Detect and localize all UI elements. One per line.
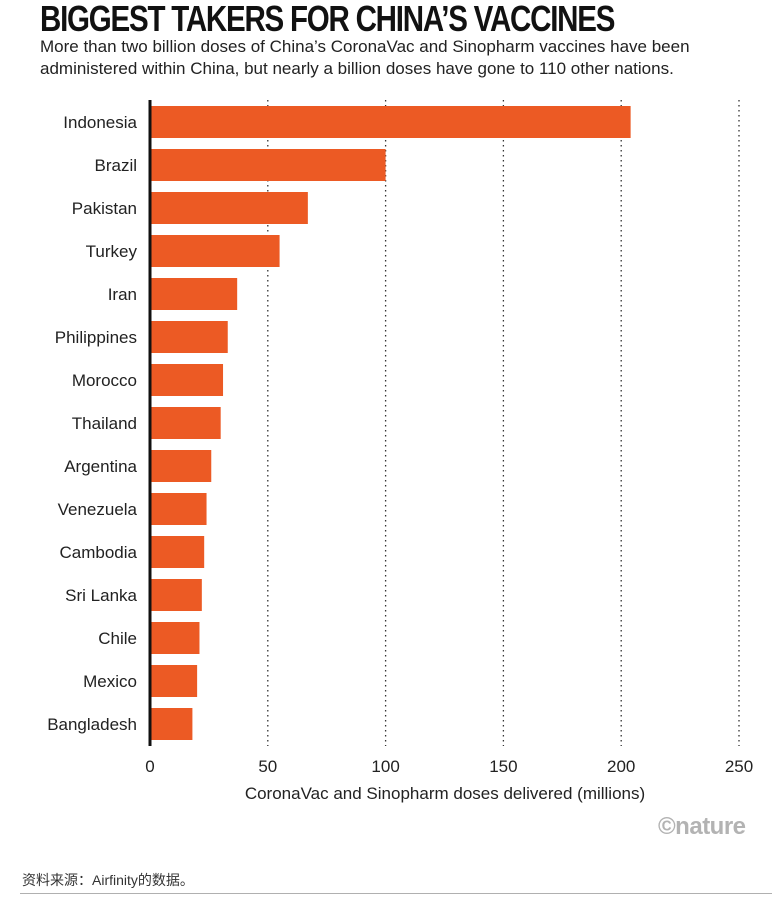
bar-venezuela — [150, 493, 207, 525]
category-label: Argentina — [64, 457, 137, 476]
x-tick-labels: 0 50 100 150 200 250 — [145, 757, 753, 776]
category-label: Venezuela — [58, 500, 138, 519]
chart-subtitle: More than two billion doses of China’s C… — [40, 37, 690, 78]
bar-morocco — [150, 364, 224, 396]
source-note: 资料来源：Airfinity的数据。 — [22, 872, 194, 888]
category-label: Iran — [108, 285, 137, 304]
category-label: Sri Lanka — [65, 586, 137, 605]
nature-logo: ©nature — [658, 813, 746, 840]
footer-divider — [20, 893, 772, 894]
category-label: Philippines — [55, 328, 137, 347]
category-label: Cambodia — [60, 543, 138, 562]
bars — [150, 106, 631, 740]
category-label: Morocco — [72, 371, 137, 390]
chart-title: BIGGEST TAKERS FOR CHINA’S VACCINES — [40, 0, 615, 39]
x-tick-label: 200 — [607, 757, 635, 776]
bar-turkey — [150, 235, 280, 267]
category-label: Chile — [98, 629, 137, 648]
x-tick-label: 250 — [725, 757, 753, 776]
bar-argentina — [150, 450, 212, 482]
x-tick-label: 0 — [145, 757, 154, 776]
category-label: Thailand — [72, 414, 137, 433]
category-label: Pakistan — [72, 199, 137, 218]
category-label: Brazil — [94, 156, 137, 175]
grid-lines — [267, 100, 740, 746]
category-label: Indonesia — [63, 113, 137, 132]
bar-iran — [150, 278, 238, 310]
bar-mexico — [150, 665, 198, 697]
x-tick-label: 100 — [371, 757, 399, 776]
bar-pakistan — [150, 192, 308, 224]
bar-sri-lanka — [150, 579, 202, 611]
category-label: Bangladesh — [47, 715, 137, 734]
x-tick-label: 50 — [258, 757, 277, 776]
category-label: Turkey — [86, 242, 138, 261]
bar-brazil — [150, 149, 386, 181]
bar-bangladesh — [150, 708, 193, 740]
bar-chile — [150, 622, 200, 654]
bar-chart: Indonesia Brazil Pakistan Turkey Iran Philipp… — [47, 100, 753, 803]
category-label: Mexico — [83, 672, 137, 691]
category-labels: Indonesia Brazil Pakistan Turkey Iran Philipp… — [47, 113, 137, 734]
x-tick-label: 150 — [489, 757, 517, 776]
bar-cambodia — [150, 536, 205, 568]
bar-thailand — [150, 407, 221, 439]
bar-indonesia — [150, 106, 631, 138]
bar-philippines — [150, 321, 228, 353]
x-axis-label: CoronaVac and Sinopharm doses delivered … — [245, 784, 645, 803]
